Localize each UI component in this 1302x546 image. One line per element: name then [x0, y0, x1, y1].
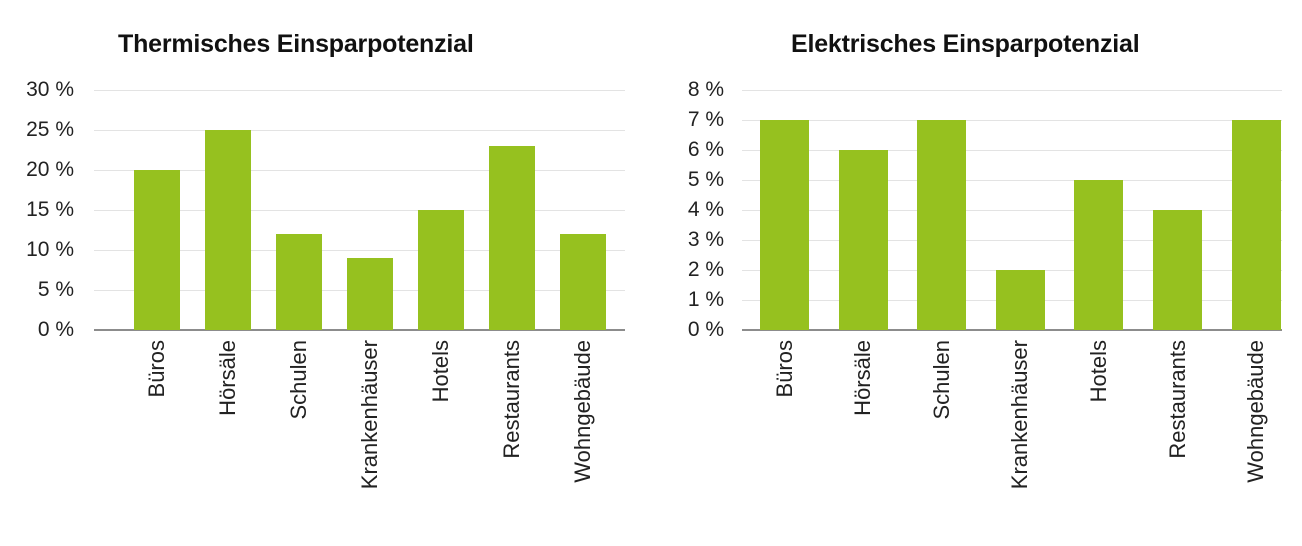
bar — [917, 120, 967, 330]
y-tick-label: 20 % — [26, 158, 74, 181]
gridline — [742, 150, 1282, 151]
bar — [1153, 210, 1202, 330]
gridline — [742, 210, 1282, 211]
y-tick-label: 15 % — [26, 198, 74, 221]
x-tick-label: Wohngebäude — [570, 340, 595, 483]
gridline — [94, 210, 625, 211]
x-tick-label: Schulen — [928, 340, 954, 420]
bar — [838, 150, 888, 330]
y-tick-label: 1 % — [687, 288, 724, 311]
x-tick-label: Restaurants — [499, 340, 524, 459]
gridline — [94, 90, 625, 91]
y-tick-label: 8 % — [687, 78, 724, 101]
y-tick-label: 5 % — [37, 278, 74, 301]
y-tick-label: 10 % — [26, 238, 74, 261]
y-tick-label: 0 % — [687, 318, 724, 341]
thermal-chart: Thermisches Einsparpotenzial 0 % 5 % 10 % 1… — [26, 30, 625, 490]
bar — [489, 146, 535, 330]
y-tick-label: 4 % — [687, 198, 724, 221]
x-tick-label: Büros — [144, 340, 169, 398]
x-tick-label: Hörsäle — [215, 340, 240, 416]
x-tick-label: Hotels — [1085, 340, 1111, 403]
y-tick-label: 6 % — [687, 138, 724, 161]
bar — [418, 210, 464, 330]
chart-title: Thermisches Einsparpotenzial — [118, 30, 474, 58]
y-tick-label: 25 % — [26, 118, 74, 141]
y-tick-label: 7 % — [687, 108, 724, 131]
bar — [205, 130, 251, 330]
x-tick-label: Büros — [771, 340, 797, 398]
x-tick-label: Wohngebäude — [1243, 340, 1269, 483]
gridline — [742, 90, 1282, 91]
gridline — [94, 130, 625, 131]
bar — [560, 234, 606, 330]
x-tick-label: Restaurants — [1164, 340, 1190, 459]
electric-chart: Elektrisches Einsparpotenzial 0 % 1 % 2 % 3… — [651, 0, 1302, 546]
bar — [1074, 180, 1124, 330]
bar — [1231, 120, 1281, 330]
x-axis-line — [94, 329, 625, 331]
y-tick-label: 3 % — [687, 228, 724, 251]
y-tick-label: 5 % — [687, 168, 724, 191]
gridline — [742, 120, 1282, 121]
bar — [347, 258, 393, 330]
bar — [134, 170, 180, 330]
gridline — [742, 180, 1282, 181]
x-tick-label: Krankenhäuser — [357, 340, 382, 490]
y-tick-label: 0 % — [37, 318, 74, 341]
y-tick-label: 30 % — [26, 78, 74, 101]
chart-title: Elektrisches Einsparpotenzial — [791, 30, 1140, 58]
x-tick-label: Schulen — [286, 340, 311, 420]
plot-area — [742, 90, 1282, 331]
x-tick-label: Hörsäle — [850, 340, 876, 416]
bar — [276, 234, 322, 330]
x-tick-label: Krankenhäuser — [1007, 340, 1033, 490]
bar — [995, 270, 1045, 330]
x-axis-line — [742, 329, 1282, 331]
x-tick-label: Hotels — [428, 340, 453, 403]
gridline — [94, 250, 625, 251]
bar — [760, 120, 809, 330]
gridline — [94, 170, 625, 171]
gridline — [742, 240, 1282, 241]
plot-area — [94, 90, 625, 331]
y-tick-label: 2 % — [687, 258, 724, 281]
